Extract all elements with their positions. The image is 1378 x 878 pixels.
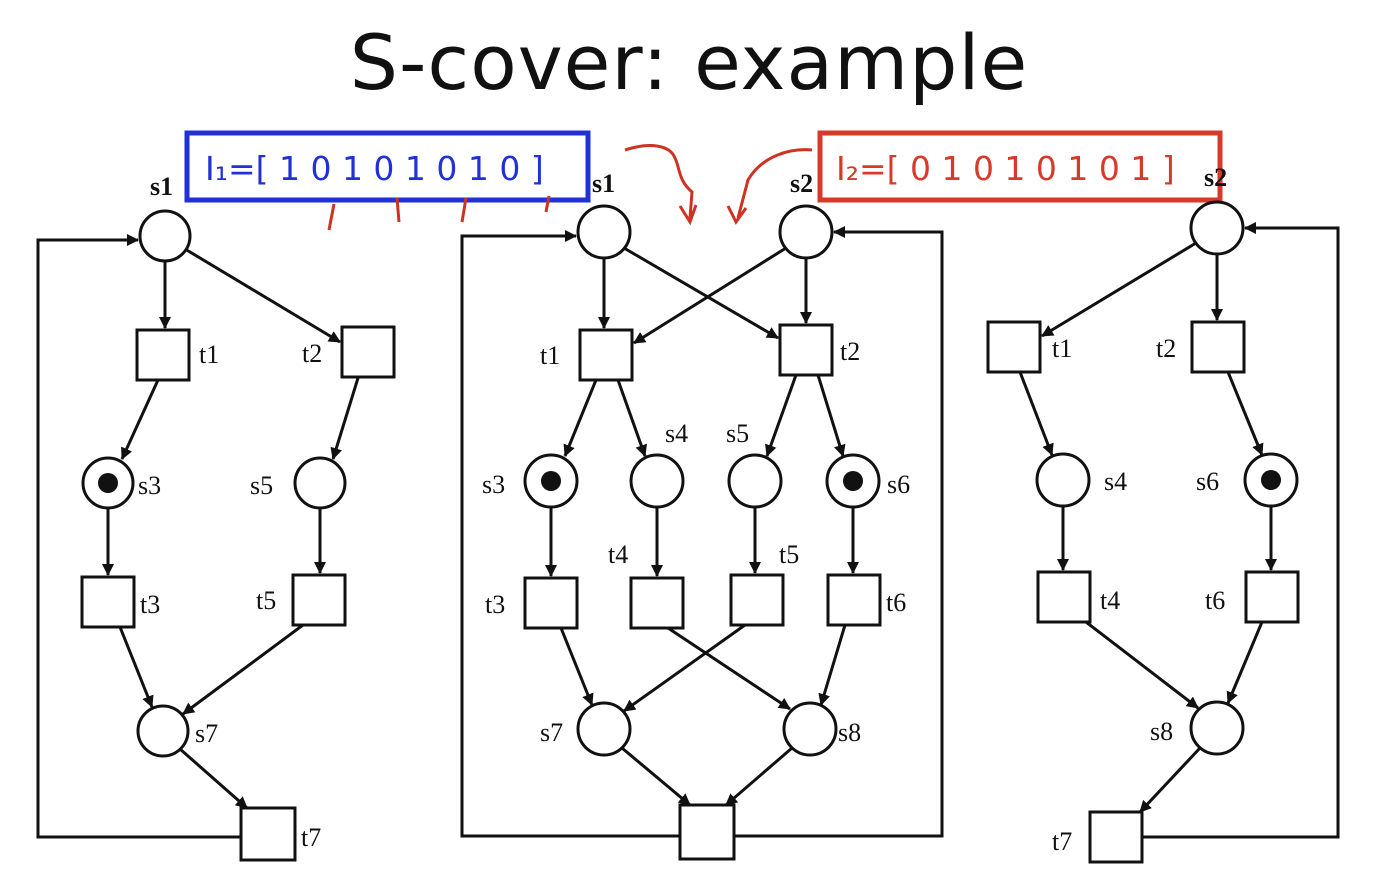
left-transition-t2 [340, 325, 396, 379]
annotation-marks [327, 144, 813, 231]
middle-net [523, 204, 882, 861]
middle-place-s2 [778, 204, 834, 260]
svg-text:t6: t6 [1205, 586, 1225, 615]
left-net [80, 209, 396, 862]
svg-text:t4: t4 [1100, 586, 1120, 615]
svg-text:t2: t2 [840, 337, 860, 366]
middle-place-s1 [576, 204, 632, 260]
left-place-s7 [136, 704, 190, 758]
svg-text:s3: s3 [482, 470, 505, 499]
right-place-s2 [1189, 200, 1245, 256]
middle-place-s4 [629, 453, 685, 509]
left-net-arcs [36, 234, 360, 839]
svg-text:t1: t1 [199, 340, 219, 369]
right-net-labels: s2 t1 t2 s4 s6 t4 t6 s8 t7 [1052, 163, 1227, 856]
middle-transition-t3 [523, 576, 579, 630]
left-transition-t1 [135, 328, 191, 382]
svg-text:s2: s2 [1204, 163, 1227, 192]
left-transition-t7 [239, 806, 297, 862]
middle-transition-t5 [729, 573, 785, 627]
invariant-i2-box [817, 130, 1223, 203]
middle-transition-t4 [629, 576, 685, 630]
svg-text:s6: s6 [887, 470, 910, 499]
svg-text:s4: s4 [665, 419, 688, 448]
middle-transition-t1 [578, 328, 634, 382]
middle-token-s3 [541, 471, 561, 491]
left-transition-t3 [80, 575, 136, 629]
right-transition-t1 [986, 320, 1042, 374]
right-place-s8 [1189, 700, 1245, 756]
svg-text:s6: s6 [1196, 467, 1219, 496]
svg-text:s7: s7 [195, 719, 218, 748]
svg-text:s5: s5 [250, 471, 273, 500]
svg-text:t5: t5 [779, 540, 799, 569]
svg-text:t1: t1 [1052, 334, 1072, 363]
svg-text:t3: t3 [140, 590, 160, 619]
middle-token-s6 [843, 471, 863, 491]
svg-text:t6: t6 [886, 588, 906, 617]
right-transition-t7 [1088, 810, 1144, 864]
middle-transition-t2 [778, 323, 834, 377]
invariant-i2-text: I₂=[ 0 1 0 1 0 1 0 1 ] [836, 149, 1175, 188]
left-token-s3 [98, 473, 118, 493]
svg-text:t2: t2 [302, 339, 322, 368]
right-net [986, 200, 1300, 864]
middle-place-s7 [576, 701, 632, 757]
middle-transition-t7 [678, 803, 736, 861]
svg-text:s8: s8 [838, 718, 861, 747]
middle-place-s5 [727, 453, 783, 509]
middle-transition-t6 [826, 573, 882, 627]
left-place-s5 [293, 456, 347, 510]
middle-net-labels: s1 s2 t1 t2 s3 s4 s5 s6 t4 t5 t3 t6 s7 s… [482, 169, 910, 747]
right-transition-t6 [1244, 570, 1300, 624]
svg-text:t7: t7 [1052, 827, 1072, 856]
svg-text:t4: t4 [608, 540, 628, 569]
svg-text:s7: s7 [540, 718, 563, 747]
svg-text:s4: s4 [1104, 467, 1127, 496]
right-place-s4 [1035, 452, 1091, 508]
invariant-i1-text: I₁=[ 1 0 1 0 1 0 1 0 ] [205, 149, 544, 188]
left-transition-t5 [291, 573, 347, 627]
svg-text:t7: t7 [301, 823, 321, 852]
left-place-s1 [138, 209, 192, 263]
slide-title: S-cover: example [349, 18, 1029, 107]
svg-text:s8: s8 [1150, 717, 1173, 746]
left-net-labels: s1 t1 t2 s3 s5 t3 t5 s7 t7 [138, 172, 322, 852]
svg-text:t5: t5 [256, 586, 276, 615]
svg-text:t3: t3 [485, 590, 505, 619]
right-transition-t2 [1190, 320, 1246, 374]
right-token-s6 [1261, 470, 1281, 490]
right-net-arcs [1018, 222, 1340, 839]
right-transition-t4 [1036, 570, 1092, 624]
svg-text:t1: t1 [540, 341, 560, 370]
svg-text:s1: s1 [150, 172, 173, 201]
svg-text:t2: t2 [1156, 334, 1176, 363]
invariant-i1-box [184, 130, 591, 203]
svg-text:s3: s3 [138, 471, 161, 500]
middle-net-arcs [460, 226, 944, 838]
middle-place-s8 [782, 701, 838, 757]
svg-text:s2: s2 [790, 169, 813, 198]
svg-text:s1: s1 [592, 169, 615, 198]
svg-text:s5: s5 [726, 419, 749, 448]
